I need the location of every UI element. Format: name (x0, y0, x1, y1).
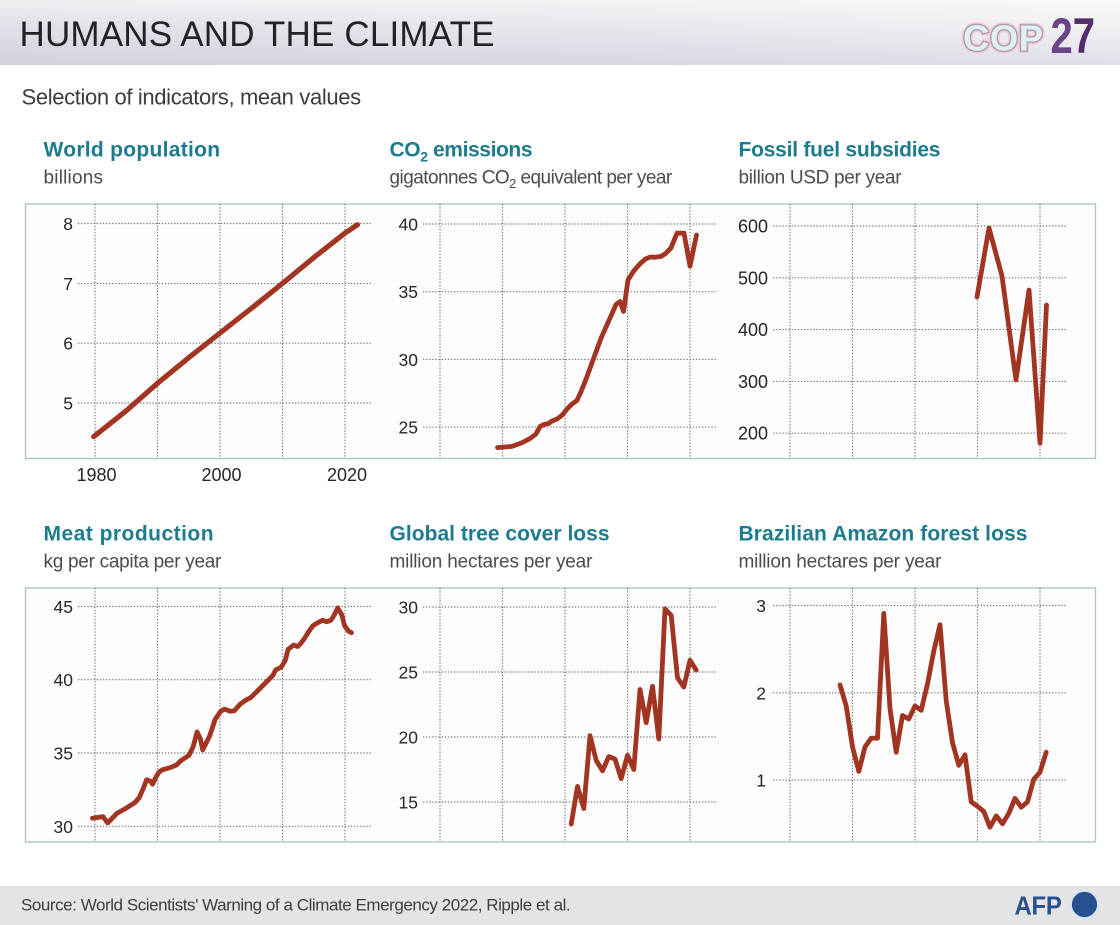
svg-text:2020: 2020 (327, 465, 367, 485)
svg-text:CO2 emissions: CO2 emissions (390, 139, 533, 165)
svg-text:27: 27 (1051, 8, 1096, 64)
svg-text:400: 400 (738, 320, 768, 340)
svg-text:World population: World population (44, 139, 221, 162)
svg-text:million hectares per year: million hectares per year (739, 551, 943, 572)
svg-text:600: 600 (738, 217, 768, 237)
svg-text:15: 15 (399, 793, 418, 813)
svg-text:COP: COP (963, 18, 1044, 59)
svg-text:Global tree cover loss: Global tree cover loss (390, 523, 610, 546)
svg-text:Fossil fuel subsidies: Fossil fuel subsidies (739, 139, 941, 162)
svg-text:1980: 1980 (76, 465, 116, 485)
svg-text:200: 200 (738, 424, 768, 444)
svg-text:20: 20 (399, 728, 419, 748)
svg-text:25: 25 (399, 418, 418, 438)
svg-text:billion USD per year: billion USD per year (739, 167, 903, 188)
svg-text:35: 35 (54, 744, 73, 764)
svg-text:300: 300 (738, 372, 768, 392)
svg-text:2000: 2000 (201, 465, 241, 485)
svg-text:6: 6 (63, 334, 73, 354)
svg-text:2: 2 (756, 683, 766, 703)
svg-text:COP: COP (963, 18, 1044, 59)
svg-text:30: 30 (399, 598, 419, 618)
svg-text:30: 30 (399, 350, 419, 370)
svg-text:40: 40 (399, 215, 419, 235)
svg-text:35: 35 (399, 282, 418, 302)
svg-text:billions: billions (44, 167, 104, 188)
svg-text:7: 7 (63, 274, 73, 294)
svg-text:Selection of indicators, mean: Selection of indicators, mean values (22, 85, 362, 110)
svg-text:40: 40 (54, 670, 74, 690)
svg-text:kg per capita per year: kg per capita per year (44, 551, 223, 572)
svg-text:45: 45 (54, 597, 73, 617)
svg-text:25: 25 (399, 663, 418, 683)
svg-text:30: 30 (54, 817, 74, 837)
svg-text:500: 500 (738, 268, 768, 288)
svg-text:AFP: AFP (1015, 892, 1062, 921)
svg-text:HUMANS AND THE CLIMATE: HUMANS AND THE CLIMATE (20, 15, 495, 54)
svg-text:million hectares per year: million hectares per year (390, 551, 594, 572)
svg-text:1: 1 (756, 771, 766, 791)
svg-text:Source: World Scientists' Warn: Source: World Scientists' Warning of a C… (21, 896, 570, 915)
svg-text:gigatonnes CO2 equivalent per: gigatonnes CO2 equivalent per year (390, 167, 673, 191)
svg-text:COP: COP (963, 18, 1044, 59)
svg-text:8: 8 (63, 214, 73, 234)
svg-text:5: 5 (63, 394, 73, 414)
svg-text:Brazilian Amazon forest loss: Brazilian Amazon forest loss (739, 523, 1028, 546)
svg-text:3: 3 (756, 596, 766, 616)
svg-text:Meat production: Meat production (44, 523, 215, 546)
